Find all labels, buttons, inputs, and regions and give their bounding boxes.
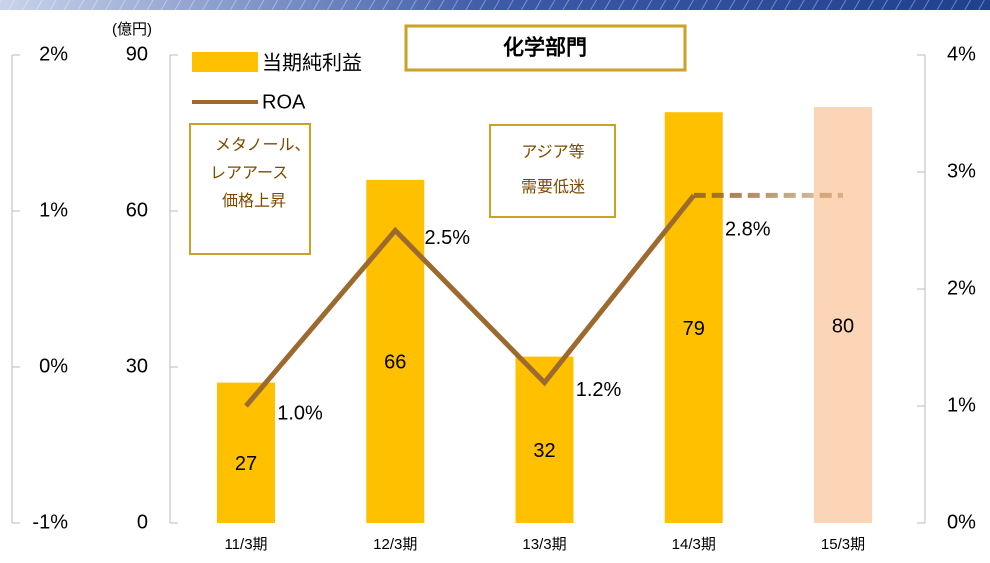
legend-label: 当期純利益 — [262, 51, 362, 74]
bar-value-label: 32 — [533, 440, 555, 462]
bar-value-label: 80 — [832, 315, 854, 337]
annotation: メタノール、 — [215, 136, 311, 154]
y-tick-label: 2% — [947, 277, 976, 299]
annotation-box — [489, 124, 616, 218]
y-unit: (億円) — [112, 21, 152, 38]
chart-title: 化学部門 — [503, 36, 587, 60]
bar — [366, 179, 425, 524]
annotation: 需要低迷 — [521, 178, 585, 196]
annotation: レアアース — [210, 165, 288, 182]
y-tick-label: 0% — [947, 511, 976, 533]
roa-value-label: 2.5% — [424, 227, 470, 249]
roa-line — [244, 193, 696, 408]
annotation-box — [189, 123, 311, 255]
y-tick-label: 4% — [947, 43, 976, 65]
y-tick-label: 2% — [39, 43, 68, 65]
annotation: 価格上昇 — [222, 192, 286, 210]
y-tick-label: 1% — [39, 199, 68, 221]
y-tick-label: 0% — [39, 355, 68, 377]
roa-value-label: 1.0% — [277, 402, 323, 424]
legend-swatch-bar — [192, 52, 258, 72]
y-tick-label: 30 — [126, 355, 148, 377]
bar-value-label: 66 — [384, 352, 406, 374]
y-tick-label: 1% — [947, 394, 976, 416]
bar-value-label: 27 — [235, 453, 257, 475]
annotation: アジア等 — [521, 143, 584, 161]
y-tick-label: 3% — [947, 160, 976, 182]
y-tick-label: 60 — [126, 199, 148, 221]
legend-label: ROA — [262, 91, 306, 113]
y-tick-label: 0 — [137, 511, 148, 533]
bar-value-label: 79 — [683, 318, 705, 340]
x-tick-label: 13/3期 — [522, 536, 566, 553]
y-tick-label: 90 — [126, 43, 148, 65]
y-tick-label: -1% — [32, 511, 68, 533]
title-box — [404, 24, 687, 72]
bar — [814, 107, 872, 523]
x-tick-label: 15/3期 — [821, 536, 865, 553]
roa-value-label: 2.8% — [725, 219, 771, 241]
header-hatch — [0, 0, 990, 10]
x-tick-label: 11/3期 — [224, 536, 267, 553]
roa-value-label: 1.2% — [576, 379, 622, 401]
bar — [664, 112, 723, 523]
x-tick-label: 14/3期 — [672, 536, 716, 553]
x-tick-label: 12/3期 — [373, 536, 417, 553]
